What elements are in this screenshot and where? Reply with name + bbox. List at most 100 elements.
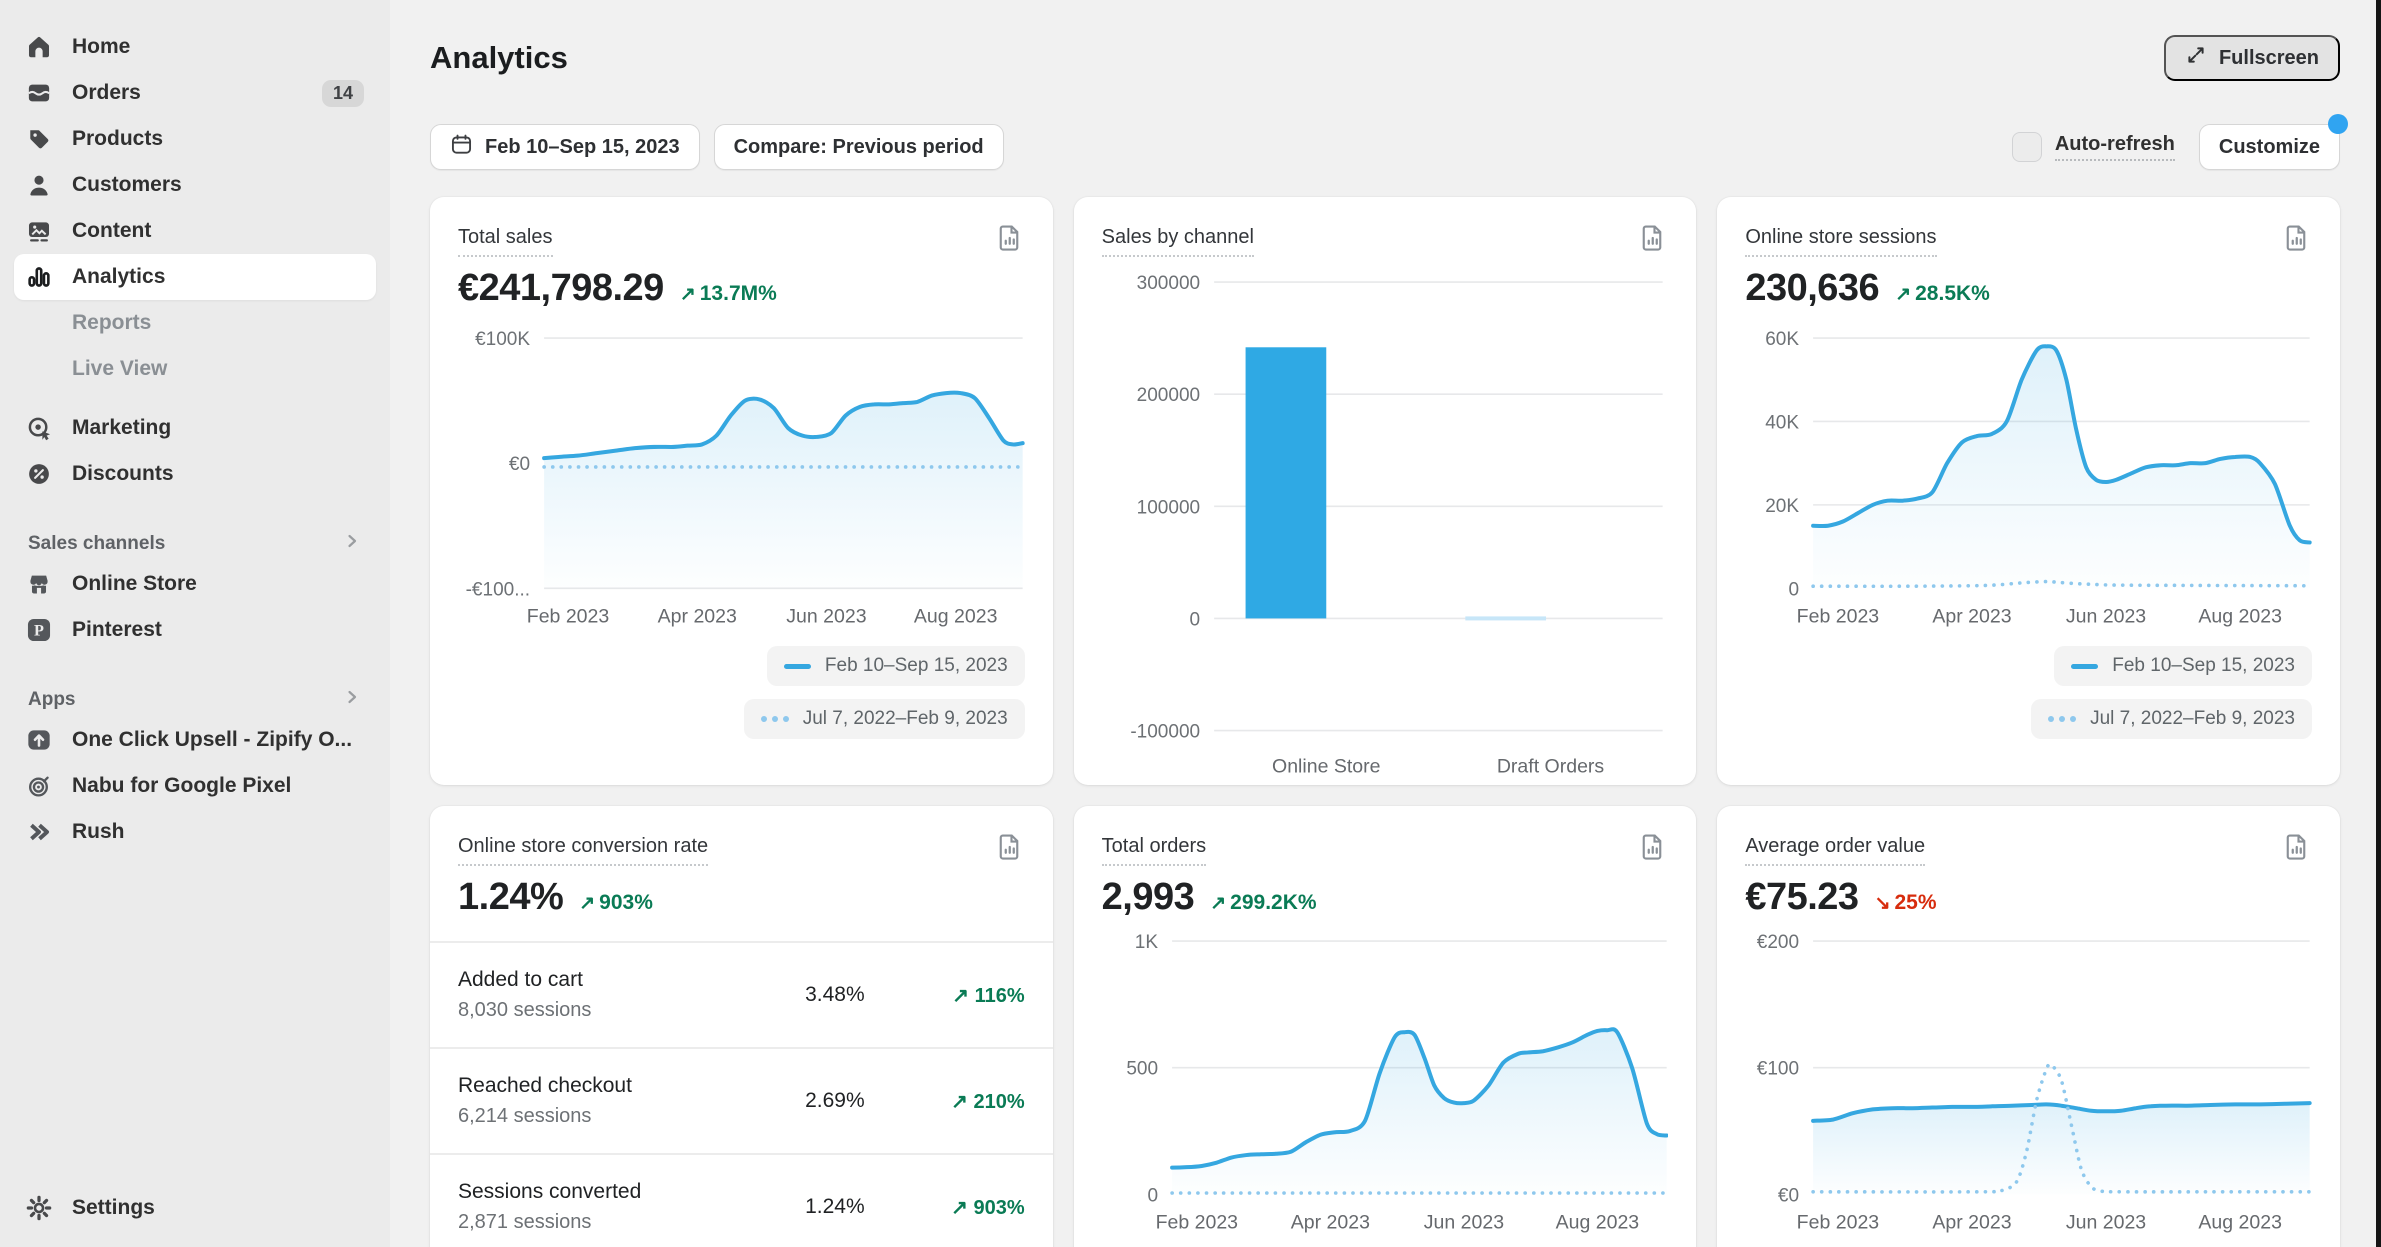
svg-text:Draft Orders: Draft Orders (1497, 756, 1605, 778)
svg-text:500: 500 (1126, 1059, 1158, 1080)
sales-by-channel-chart: 300000 200000 100000 0 -100000 Online Store Dr… (1130, 273, 1663, 778)
sidebar-item-label: Live View (72, 357, 168, 380)
report-icon[interactable] (995, 223, 1025, 258)
sidebar-item-label: One Click Upsell - Zipify O... (72, 728, 353, 751)
metric-title[interactable]: Total orders (1101, 834, 1207, 866)
metric-title[interactable]: Online store sessions (1745, 225, 1937, 257)
sidebar-item-online-store[interactable]: Online Store (14, 561, 376, 607)
sidebar-item-one-click-upsell[interactable]: One Click Upsell - Zipify O... (14, 717, 376, 763)
svg-text:Aug 2023: Aug 2023 (2199, 605, 2283, 627)
average-order-value-chart: €200 €100 €0 Feb 2023 Apr 2023 Jun 2023 Aug 20… (1757, 932, 2312, 1233)
chart-legend: Feb 10–Sep 15, 2023 Jul 7, 2022–Feb 9, 2… (1745, 646, 2312, 740)
sidebar-item-home[interactable]: Home (14, 24, 376, 70)
auto-refresh-toggle[interactable]: Auto-refresh (2011, 132, 2175, 162)
sidebar-item-rush[interactable]: Rush (14, 809, 376, 855)
metric-title[interactable]: Online store conversion rate (458, 834, 709, 866)
svg-text:-€100...: -€100... (466, 579, 530, 600)
svg-text:20K: 20K (1766, 496, 1800, 517)
metric-value: €75.23 (1745, 876, 1859, 918)
svg-text:Aug 2023: Aug 2023 (2199, 1211, 2283, 1233)
report-icon[interactable] (1638, 223, 1668, 258)
sidebar-item-content[interactable]: Content (14, 208, 376, 254)
report-icon[interactable] (1638, 832, 1668, 867)
trend-up-icon: ↗ (579, 893, 596, 914)
online-store-icon (26, 571, 52, 597)
sidebar-item-settings[interactable]: Settings (14, 1185, 376, 1231)
funnel-step-label: Sessions converted (458, 1180, 642, 1203)
sidebar-item-label: Customers (72, 173, 182, 196)
sidebar-item-orders[interactable]: Orders 14 (14, 70, 376, 116)
sidebar-item-analytics[interactable]: Analytics (14, 254, 376, 300)
report-icon[interactable] (2282, 832, 2312, 867)
funnel-step-change: ↗ 210% (951, 1090, 1025, 1113)
report-icon[interactable] (995, 832, 1025, 867)
sidebar-item-products[interactable]: Products (14, 116, 376, 162)
products-icon (26, 126, 52, 152)
nabu-target-icon (26, 773, 52, 799)
legend-current[interactable]: Feb 10–Sep 15, 2023 (2054, 646, 2312, 687)
notification-dot (2328, 114, 2348, 134)
sidebar-item-label: Discounts (72, 462, 174, 485)
metric-change: ↗ 903% (579, 891, 653, 914)
svg-text:Feb 2023: Feb 2023 (527, 605, 609, 627)
discounts-icon (26, 461, 52, 487)
funnel-row-sessions-converted: Sessions converted 2,871 sessions 1.24% … (430, 1153, 1053, 1247)
funnel-step-sessions: 6,214 sessions (458, 1105, 592, 1127)
trend-up-icon: ↗ (1210, 893, 1227, 914)
sidebar-item-discounts[interactable]: Discounts (14, 451, 376, 497)
funnel-step-sessions: 8,030 sessions (458, 999, 592, 1021)
total-orders-card: Total orders 2,993 ↗ 299.2K% 1K 500 0 Feb 20… (1073, 806, 1697, 1247)
svg-text:Aug 2023: Aug 2023 (914, 605, 998, 627)
sidebar-item-live-view[interactable]: Live View (14, 346, 376, 392)
funnel-step-change: ↗ 116% (952, 984, 1025, 1007)
svg-text:Apr 2023: Apr 2023 (658, 605, 737, 627)
conversion-rate-card: Online store conversion rate 1.24% ↗ 903%… (430, 806, 1053, 1247)
chart-legend: Feb 10–Sep 15, 2023 Jul 7, 2022–Feb 9, 2… (458, 646, 1025, 740)
sessions-chart: 60K 40K 20K 0 Feb 2023 Apr 2023 Jun 2023 Aug 20… (1766, 329, 2312, 627)
sidebar-item-pinterest[interactable]: P Pinterest (14, 607, 376, 653)
content-icon (26, 218, 52, 244)
svg-text:Feb 2023: Feb 2023 (1155, 1211, 1237, 1233)
sidebar-item-label: Orders (72, 81, 141, 104)
legend-previous[interactable]: Jul 7, 2022–Feb 9, 2023 (2031, 699, 2312, 740)
customize-button[interactable]: Customize (2198, 124, 2340, 170)
legend-current[interactable]: Feb 10–Sep 15, 2023 (766, 646, 1025, 687)
funnel-step-value: 1.24% (805, 1195, 865, 1218)
metric-title[interactable]: Average order value (1745, 834, 1926, 866)
funnel-step-value: 3.48% (805, 983, 865, 1006)
apps-header[interactable]: Apps (28, 687, 362, 713)
date-range-button[interactable]: Feb 10–Sep 15, 2023 (430, 124, 700, 170)
svg-text:€100K: €100K (475, 329, 530, 350)
sales-channels-header[interactable]: Sales channels (28, 531, 362, 557)
metric-title[interactable]: Sales by channel (1101, 225, 1254, 257)
funnel-step-label: Added to cart (458, 968, 583, 991)
svg-text:Jun 2023: Jun 2023 (2066, 605, 2146, 627)
sidebar-item-label: Online Store (72, 572, 197, 595)
sidebar-item-nabu[interactable]: Nabu for Google Pixel (14, 763, 376, 809)
fullscreen-button[interactable]: Fullscreen (2163, 35, 2340, 81)
sidebar-item-customers[interactable]: Customers (14, 162, 376, 208)
auto-refresh-checkbox[interactable] (2011, 132, 2042, 162)
sidebar-item-reports[interactable]: Reports (14, 300, 376, 346)
average-order-value-card: Average order value €75.23 ↘ 25% €200 €100… (1717, 806, 2340, 1247)
svg-text:€0: €0 (509, 454, 530, 475)
sales-by-channel-card: Sales by channel 300000 200000 100000 0 -100… (1073, 197, 1697, 785)
legend-previous[interactable]: Jul 7, 2022–Feb 9, 2023 (743, 699, 1025, 740)
sidebar-item-label: Nabu for Google Pixel (72, 774, 292, 797)
orders-count-badge: 14 (321, 79, 364, 107)
svg-text:Apr 2023: Apr 2023 (1290, 1211, 1369, 1233)
svg-text:€0: €0 (1778, 1185, 1799, 1206)
funnel-step-value: 2.69% (805, 1089, 865, 1112)
sidebar-item-label: Products (72, 127, 164, 150)
compare-button[interactable]: Compare: Previous period (713, 124, 1004, 170)
home-icon (26, 34, 52, 60)
svg-text:0: 0 (1189, 609, 1200, 630)
svg-text:300000: 300000 (1136, 273, 1199, 294)
report-icon[interactable] (2282, 223, 2312, 258)
metric-title[interactable]: Total sales (458, 225, 553, 257)
total-sales-chart: €100K €0 -€100... Feb 2023 Apr 2023 Jun 2023 A… (466, 329, 1025, 627)
metric-value: €241,798.29 (458, 267, 664, 309)
sidebar-item-marketing[interactable]: Marketing (14, 405, 376, 451)
total-sales-card: Total sales €241,798.29 ↗ 13.7M% €100K €0 -… (430, 197, 1053, 785)
